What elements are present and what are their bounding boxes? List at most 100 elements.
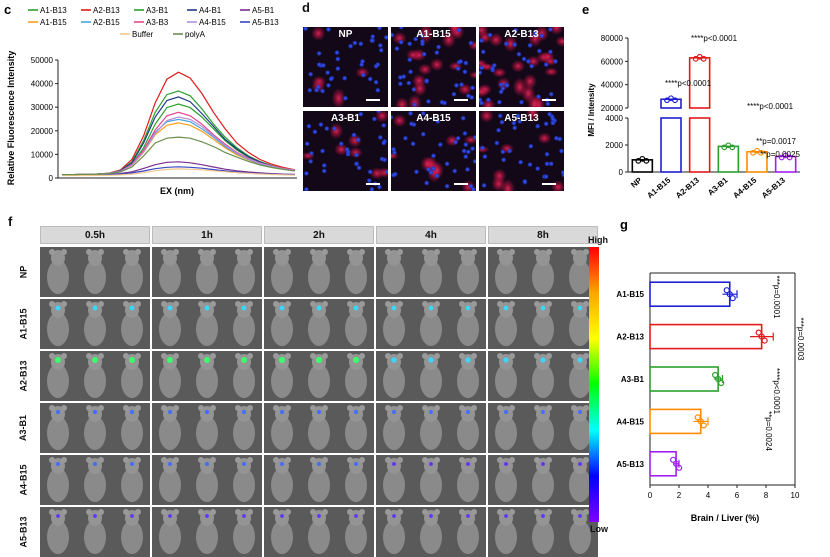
mouse-head — [499, 250, 513, 266]
mouse-ear — [210, 509, 216, 515]
mouse-ear — [459, 301, 465, 307]
fluorescence-signal — [279, 305, 285, 311]
mouse-head — [424, 510, 438, 526]
micrograph-tile: A2-B13 — [479, 27, 564, 107]
mouse-ear — [86, 509, 92, 515]
mouse-head — [573, 406, 587, 422]
fluorescence-signal — [541, 410, 545, 414]
series-line-a4-b15 — [62, 116, 296, 176]
fluorescence-signal — [56, 462, 60, 466]
panel-c-ylabel: Relative Fluorescence Intensity — [6, 51, 16, 186]
mouse-head — [312, 250, 326, 266]
mouse-head — [349, 250, 363, 266]
mouse-body — [420, 364, 442, 398]
micrograph-tile: NP — [303, 27, 388, 107]
mouse-ear — [434, 509, 440, 515]
fluorescence-signal — [578, 462, 582, 466]
mouse-image-cell — [152, 351, 262, 401]
mouse-ear — [459, 457, 465, 463]
mouse-head — [499, 510, 513, 526]
fluorescence-signal — [242, 462, 246, 466]
mouse-head — [536, 406, 550, 422]
fluorescence-signal — [92, 409, 98, 415]
mouse-head — [51, 510, 65, 526]
mouse-ear — [534, 249, 540, 255]
fluorescence-signal — [540, 357, 546, 363]
x-tick-label: A1-B15 — [645, 175, 672, 200]
mouse-ear — [546, 509, 552, 515]
mouse-ear — [273, 249, 279, 255]
group-row-label: A1-B15 — [18, 308, 29, 340]
panel-e-ylabel: MFI / Intensity — [587, 83, 596, 137]
fluorescence-signal — [429, 514, 433, 518]
mouse-body — [420, 468, 442, 502]
scale-bar — [454, 183, 468, 185]
mouse-ear — [497, 457, 503, 463]
mouse-body — [271, 312, 293, 346]
mouse-ear — [247, 509, 253, 515]
mouse-body — [457, 312, 479, 346]
mouse-ear — [285, 353, 291, 359]
mouse-ear — [161, 249, 167, 255]
data-point — [761, 337, 768, 344]
mouse-body — [569, 416, 591, 450]
mouse-ear — [509, 353, 515, 359]
mouse-ear — [534, 405, 540, 411]
fluorescence-signal — [130, 462, 134, 466]
significance-label: ****p<0.0001 — [747, 102, 794, 111]
mouse-body — [383, 312, 405, 346]
group-row-label: A3-B1 — [17, 414, 28, 442]
mouse-ear — [49, 457, 55, 463]
series-line-buffer — [62, 168, 296, 177]
y-tick-label: 60000 — [601, 57, 624, 66]
mouse-ear — [173, 457, 179, 463]
mouse-body — [47, 260, 69, 294]
mouse-ear — [434, 457, 440, 463]
fluorescence-signal — [316, 409, 322, 415]
legend-label: A3-B3 — [146, 18, 169, 27]
mouse-ear — [509, 457, 515, 463]
mouse-head — [275, 250, 289, 266]
mouse-silhouettes — [159, 457, 255, 502]
panel-e-letter: e — [582, 2, 589, 17]
legend-label: A2-B15 — [93, 18, 120, 27]
data-point — [758, 149, 764, 156]
fluorescence-signal — [167, 305, 173, 311]
mouse-ear — [347, 509, 353, 515]
mouse-image-cell — [264, 403, 374, 453]
mouse-body — [159, 312, 181, 346]
mouse-ear — [98, 353, 104, 359]
mouse-head — [88, 510, 102, 526]
mouse-ear — [285, 405, 291, 411]
bar-a2-b13-lower — [688, 117, 711, 173]
mouse-image-cell — [40, 299, 150, 349]
fluorescence-signal — [353, 305, 359, 311]
legend-label: A4-B1 — [199, 6, 222, 15]
fluorescence-signal — [466, 410, 470, 414]
mouse-ear — [497, 405, 503, 411]
x-tick-label: 6 — [735, 491, 740, 500]
fluorescence-signal — [391, 357, 397, 363]
data-point — [672, 97, 678, 104]
mouse-body — [47, 416, 69, 450]
mouse-ear — [173, 405, 179, 411]
mouse-body — [383, 416, 405, 450]
colorbar — [589, 247, 599, 522]
data-point — [712, 371, 719, 379]
fluorescence-signal — [504, 462, 508, 466]
mouse-head — [536, 510, 550, 526]
panel-f: f 0.5h 1h 2h 4h 8h NP A1-B15 A2-B13 A3-B1 A4-B15 A… — [0, 210, 620, 557]
data-point — [697, 418, 704, 425]
mouse-silhouettes — [383, 405, 479, 450]
mouse-head — [499, 406, 513, 422]
mouse-head — [387, 250, 401, 266]
mouse-ear — [385, 301, 391, 307]
mouse-ear — [359, 509, 365, 515]
mouse-silhouettes — [159, 405, 255, 450]
mouse-head — [237, 510, 251, 526]
y-tick-label: 20000 — [31, 127, 54, 136]
mouse-ear — [322, 301, 328, 307]
mouse-ear — [247, 353, 253, 359]
panel-c-xlabel: EX (nm) — [160, 186, 194, 196]
mouse-ear — [546, 301, 552, 307]
